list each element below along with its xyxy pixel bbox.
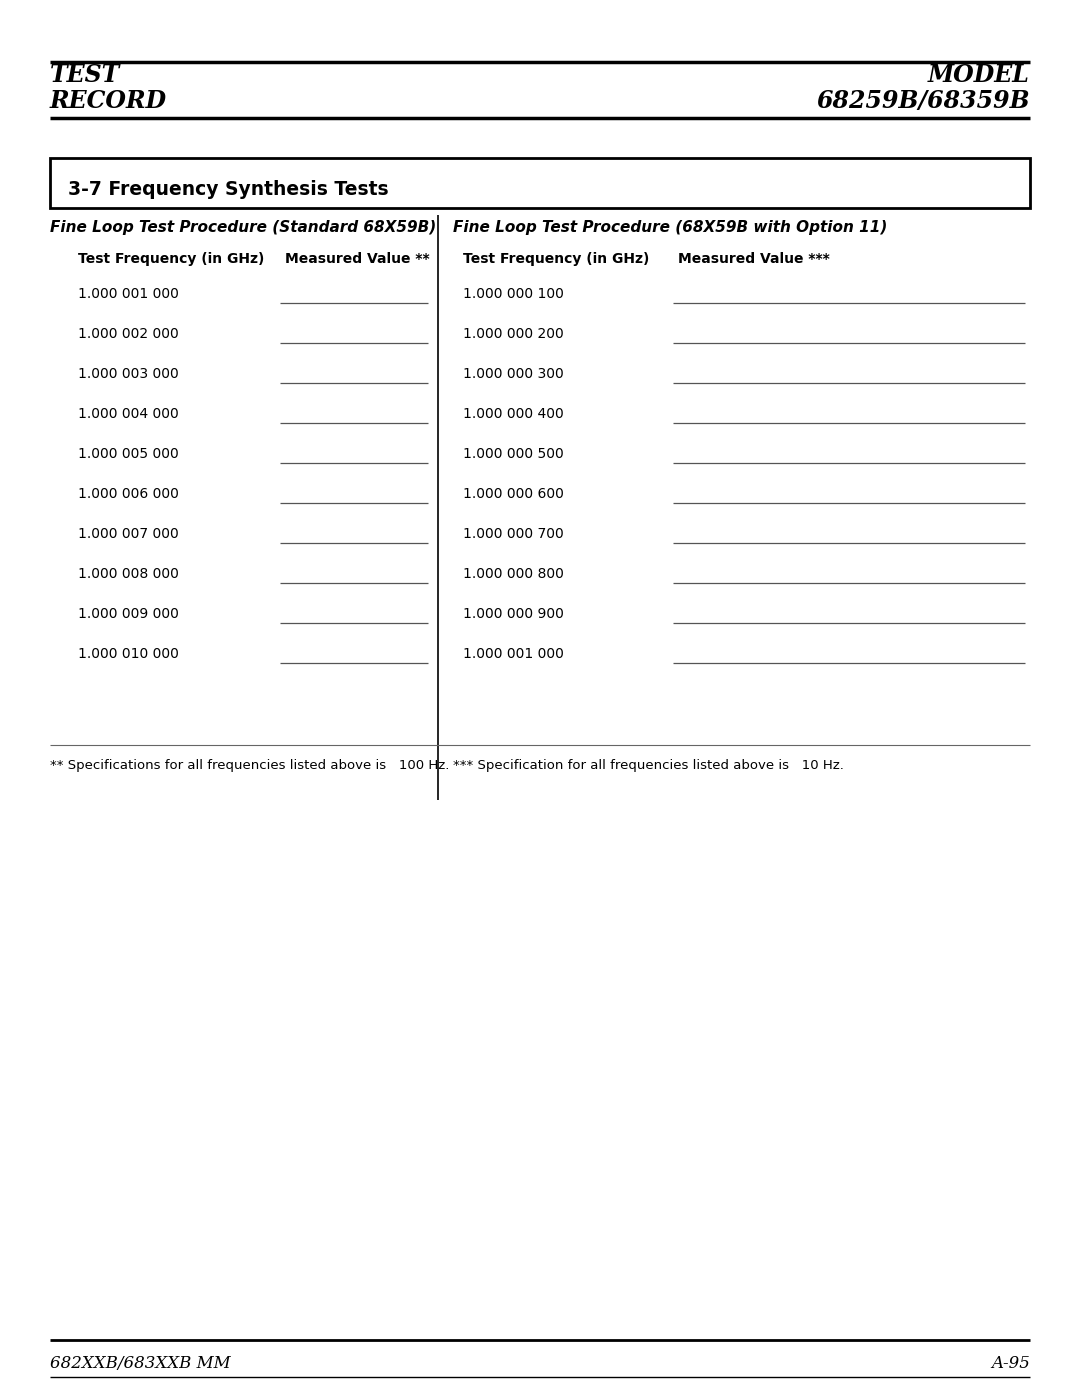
Text: 682XXB/683XXB MM: 682XXB/683XXB MM — [50, 1355, 231, 1372]
Text: 68259B/68359B: 68259B/68359B — [816, 89, 1030, 113]
Text: 3-7 Frequency Synthesis Tests: 3-7 Frequency Synthesis Tests — [68, 180, 389, 198]
Text: Test Frequency (in GHz): Test Frequency (in GHz) — [463, 251, 649, 265]
Text: 1.000 009 000: 1.000 009 000 — [78, 608, 179, 622]
Text: RECORD: RECORD — [50, 89, 167, 113]
Text: ** Specifications for all frequencies listed above is   100 Hz.: ** Specifications for all frequencies li… — [50, 759, 449, 773]
Text: 1.000 002 000: 1.000 002 000 — [78, 327, 179, 341]
Text: Measured Value **: Measured Value ** — [285, 251, 430, 265]
Text: 1.000 000 400: 1.000 000 400 — [463, 407, 564, 420]
Text: Fine Loop Test Procedure (68X59B with Option 11): Fine Loop Test Procedure (68X59B with Op… — [453, 219, 888, 235]
Text: 1.000 010 000: 1.000 010 000 — [78, 647, 179, 661]
Bar — [50, 158, 1030, 208]
Text: Test Frequency (in GHz): Test Frequency (in GHz) — [78, 251, 265, 265]
Text: 1.000 000 800: 1.000 000 800 — [463, 567, 564, 581]
Text: TEST: TEST — [50, 63, 120, 87]
Text: 1.000 000 300: 1.000 000 300 — [463, 367, 564, 381]
Text: 1.000 008 000: 1.000 008 000 — [78, 567, 179, 581]
Text: 1.000 001 000: 1.000 001 000 — [463, 647, 564, 661]
Text: 1.000 007 000: 1.000 007 000 — [78, 527, 179, 541]
Text: 1.000 003 000: 1.000 003 000 — [78, 367, 179, 381]
Text: 1.000 000 500: 1.000 000 500 — [463, 447, 564, 461]
Text: 1.000 001 000: 1.000 001 000 — [78, 286, 179, 300]
Text: 1.000 000 900: 1.000 000 900 — [463, 608, 564, 622]
Text: 1.000 000 200: 1.000 000 200 — [463, 327, 564, 341]
Text: 1.000 004 000: 1.000 004 000 — [78, 407, 179, 420]
Text: 1.000 000 700: 1.000 000 700 — [463, 527, 564, 541]
Text: Measured Value ***: Measured Value *** — [678, 251, 829, 265]
Text: 1.000 000 100: 1.000 000 100 — [463, 286, 564, 300]
Text: 1.000 000 600: 1.000 000 600 — [463, 488, 564, 502]
Text: 1.000 005 000: 1.000 005 000 — [78, 447, 179, 461]
Text: *** Specification for all frequencies listed above is   10 Hz.: *** Specification for all frequencies li… — [453, 759, 843, 773]
Text: Fine Loop Test Procedure (Standard 68X59B): Fine Loop Test Procedure (Standard 68X59… — [50, 219, 436, 235]
Text: MODEL: MODEL — [928, 63, 1030, 87]
Text: A-95: A-95 — [991, 1355, 1030, 1372]
Text: 1.000 006 000: 1.000 006 000 — [78, 488, 179, 502]
